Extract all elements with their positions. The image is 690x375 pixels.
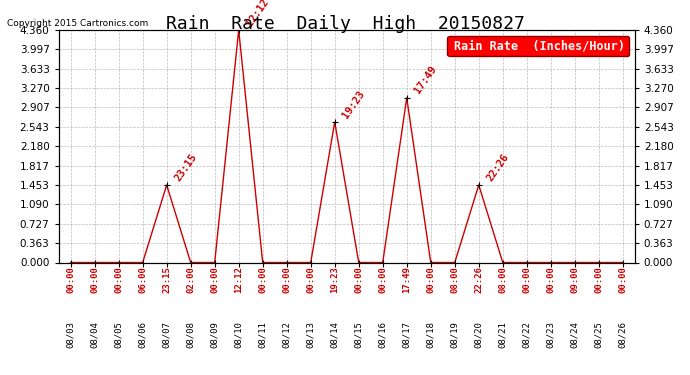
Text: 08/24: 08/24	[570, 321, 580, 348]
Text: 08/17: 08/17	[402, 321, 411, 348]
Text: 08/03: 08/03	[66, 321, 75, 348]
Text: Rain  Rate  Daily  High  20150827: Rain Rate Daily High 20150827	[166, 15, 524, 33]
Text: 08/07: 08/07	[162, 321, 171, 348]
Text: 08/22: 08/22	[522, 321, 531, 348]
Text: 12:12: 12:12	[234, 266, 243, 293]
Text: 02:00: 02:00	[186, 266, 195, 293]
Text: 00:00: 00:00	[618, 266, 627, 293]
Text: 00:00: 00:00	[426, 266, 435, 293]
Text: 08/05: 08/05	[114, 321, 124, 348]
Text: 08/06: 08/06	[138, 321, 147, 348]
Text: 17:49: 17:49	[402, 266, 411, 293]
Text: 08/12: 08/12	[282, 321, 291, 348]
Text: 06:00: 06:00	[138, 266, 147, 293]
Text: 00:00: 00:00	[258, 266, 267, 293]
Text: 00:00: 00:00	[378, 266, 387, 293]
Text: 08/14: 08/14	[331, 321, 339, 348]
Text: 12:12: 12:12	[245, 0, 270, 28]
Text: 08/13: 08/13	[306, 321, 315, 348]
Text: 23:15: 23:15	[162, 266, 171, 293]
Text: 22:26: 22:26	[474, 266, 483, 293]
Text: 08/23: 08/23	[546, 321, 555, 348]
Text: 00:00: 00:00	[546, 266, 555, 293]
Text: 00:00: 00:00	[90, 266, 99, 293]
Text: Copyright 2015 Cartronics.com: Copyright 2015 Cartronics.com	[7, 19, 148, 28]
Text: 00:00: 00:00	[282, 266, 291, 293]
Text: 00:00: 00:00	[66, 266, 75, 293]
Text: 08/18: 08/18	[426, 321, 435, 348]
Text: 08/26: 08/26	[618, 321, 627, 348]
Text: 19:23: 19:23	[331, 266, 339, 293]
Text: 00:00: 00:00	[210, 266, 219, 293]
Text: 08/20: 08/20	[474, 321, 483, 348]
Text: 08/15: 08/15	[354, 321, 363, 348]
Text: 08/09: 08/09	[210, 321, 219, 348]
Text: 17:49: 17:49	[413, 64, 439, 96]
Text: 08:00: 08:00	[451, 266, 460, 293]
Text: 23:15: 23:15	[172, 152, 199, 183]
Text: 19:23: 19:23	[341, 88, 367, 120]
Text: 08/21: 08/21	[498, 321, 507, 348]
Text: 09:00: 09:00	[570, 266, 580, 293]
Text: 08/04: 08/04	[90, 321, 99, 348]
Text: 00:00: 00:00	[522, 266, 531, 293]
Text: 00:00: 00:00	[354, 266, 363, 293]
Text: 08/11: 08/11	[258, 321, 267, 348]
Text: 22:26: 22:26	[485, 152, 511, 183]
Text: 08/19: 08/19	[451, 321, 460, 348]
Legend: Rain Rate  (Inches/Hour): Rain Rate (Inches/Hour)	[447, 36, 629, 56]
Text: 08/16: 08/16	[378, 321, 387, 348]
Text: 00:00: 00:00	[594, 266, 603, 293]
Text: 08/25: 08/25	[594, 321, 603, 348]
Text: 08:00: 08:00	[498, 266, 507, 293]
Text: 00:00: 00:00	[306, 266, 315, 293]
Text: 00:00: 00:00	[114, 266, 124, 293]
Text: 08/10: 08/10	[234, 321, 243, 348]
Text: 08/08: 08/08	[186, 321, 195, 348]
